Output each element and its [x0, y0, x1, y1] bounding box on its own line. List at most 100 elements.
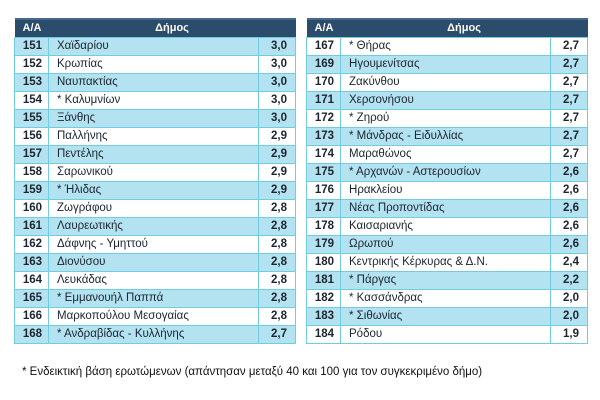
column-header-municipality: Δήμος: [48, 18, 296, 37]
row-number: 178: [306, 216, 342, 236]
row-number: 181: [306, 270, 342, 290]
score-value: 2,9: [257, 162, 297, 182]
row-number: 161: [14, 216, 49, 236]
column-header-aa: Α/Α: [14, 18, 49, 37]
score-value: 3,0: [257, 108, 297, 128]
score-value: 3,0: [257, 72, 297, 92]
table-row: 157 Πεντέλης 2,9: [14, 144, 297, 164]
table-row: 166 Μαρκοπούλου Μεσογαίας 2,8: [14, 306, 297, 326]
row-number: 162: [14, 234, 49, 254]
score-value: 2,8: [257, 270, 297, 290]
municipality-name: Σαρωνικού: [48, 162, 259, 182]
municipality-name: Νέας Προποντίδας: [340, 198, 552, 218]
row-number: 177: [306, 198, 342, 218]
row-number: 179: [306, 234, 342, 254]
table-row: 151 Χαϊδαρίου 3,0: [14, 36, 297, 56]
score-value: 2,6: [550, 198, 589, 218]
column-header-municipality: Δήμος: [340, 18, 588, 37]
score-value: 2,9: [257, 144, 297, 164]
table-row: 152 Κρωπίας 3,0: [14, 54, 297, 74]
table-row: 168 * Ανδραβίδας - Κυλλήνης 2,7: [14, 324, 297, 344]
table-row: 153 Ναυπακτίας 3,0: [14, 72, 297, 92]
row-number: 183: [306, 306, 342, 326]
score-value: 2,7: [550, 90, 589, 110]
municipality-name: Καισαριανής: [340, 216, 552, 236]
score-value: 1,9: [550, 324, 589, 344]
table-row: 177 Νέας Προποντίδας 2,6: [306, 198, 589, 218]
score-value: 3,0: [257, 90, 297, 110]
municipality-name: Ξάνθης: [48, 108, 259, 128]
municipality-name: * Μάνδρας - Ειδυλλίας: [340, 126, 552, 146]
score-value: 2,6: [550, 234, 589, 254]
municipality-name: Χαϊδαρίου: [48, 36, 259, 56]
table-row: 182 * Κασσάνδρας 2,0: [306, 288, 589, 308]
score-value: 2,7: [550, 108, 589, 128]
municipality-name: Κρωπίας: [48, 54, 259, 74]
municipality-table-left: Α/Α Δήμος 151 Χαϊδαρίου 3,0 152 Κρωπίας 3,0 15…: [14, 18, 297, 344]
municipality-name: Ηγουμενίτσας: [340, 54, 552, 74]
municipality-name: Δάφνης - Υμηττού: [48, 234, 259, 254]
municipality-name: Παλλήνης: [48, 126, 259, 146]
municipality-name: Κεντρικής Κέρκυρας & Δ.Ν.: [340, 252, 552, 272]
municipality-table-right: Α/Α Δήμος 167 * Θήρας 2,7 169 Ηγουμενίτσας 2,…: [306, 18, 589, 344]
table-row: 173 * Μάνδρας - Ειδυλλίας 2,7: [306, 126, 589, 146]
row-number: 160: [14, 198, 49, 218]
table-row: 159 * Ήλιδας 2,9: [14, 180, 297, 200]
table-row: 164 Λευκάδας 2,8: [14, 270, 297, 290]
table-row: 179 Ωρωπού 2,6: [306, 234, 589, 254]
score-value: 2,8: [257, 198, 297, 218]
table-row: 156 Παλλήνης 2,9: [14, 126, 297, 146]
score-value: 2,7: [550, 72, 589, 92]
municipality-name: Ηρακλείου: [340, 180, 552, 200]
score-value: 2,0: [550, 306, 589, 326]
score-value: 2,6: [550, 162, 589, 182]
row-number: 153: [14, 72, 49, 92]
row-number: 166: [14, 306, 49, 326]
table-row: 176 Ηρακλείου 2,6: [306, 180, 589, 200]
row-number: 159: [14, 180, 49, 200]
table-row: 183 * Σιθωνίας 2,0: [306, 306, 589, 326]
table-row: 184 Ρόδου 1,9: [306, 324, 589, 344]
table-row: 158 Σαρωνικού 2,9: [14, 162, 297, 182]
score-value: 2,7: [550, 126, 589, 146]
table-header-row: Α/Α Δήμος: [306, 18, 588, 37]
municipality-name: Πεντέλης: [48, 144, 259, 164]
municipality-name: * Καλυμνίων: [48, 90, 259, 110]
score-value: 2,2: [550, 270, 589, 290]
municipality-name: Ζακύνθου: [340, 72, 552, 92]
municipality-name: Χερσονήσου: [340, 90, 552, 110]
score-value: 2,7: [257, 324, 297, 344]
score-value: 2,8: [257, 306, 297, 326]
table-header-row: Α/Α Δήμος: [14, 18, 296, 37]
row-number: 157: [14, 144, 49, 164]
municipality-name: * Σιθωνίας: [340, 306, 552, 326]
row-number: 171: [306, 90, 342, 110]
score-value: 2,9: [257, 126, 297, 146]
row-number: 151: [14, 36, 49, 56]
municipality-name: * Ανδραβίδας - Κυλλήνης: [48, 324, 259, 344]
score-value: 2,8: [257, 288, 297, 308]
row-number: 172: [306, 108, 342, 128]
municipality-name: * Εμμανουήλ Παππά: [48, 288, 259, 308]
score-value: 2,7: [550, 54, 589, 74]
table-row: 163 Διονύσου 2,8: [14, 252, 297, 272]
municipality-name: * Κασσάνδρας: [340, 288, 552, 308]
municipality-name: Λαυρεωτικής: [48, 216, 259, 236]
score-value: 3,0: [257, 36, 297, 56]
table-row: 178 Καισαριανής 2,6: [306, 216, 589, 236]
municipality-name: * Ζηρού: [340, 108, 552, 128]
score-value: 2,8: [257, 252, 297, 272]
municipality-name: Ρόδου: [340, 324, 552, 344]
row-number: 152: [14, 54, 49, 74]
municipality-name: Ζωγράφου: [48, 198, 259, 218]
score-value: 2,4: [550, 252, 589, 272]
table-row: 154 * Καλυμνίων 3,0: [14, 90, 297, 110]
table-row: 167 * Θήρας 2,7: [306, 36, 589, 56]
footnote: * Ενδεικτική βάση ερωτώμενων (απάντησαν …: [22, 365, 483, 378]
table-row: 181 * Πάργας 2,2: [306, 270, 589, 290]
row-number: 184: [306, 324, 342, 344]
score-value: 2,9: [257, 180, 297, 200]
table-body-right: 167 * Θήρας 2,7 169 Ηγουμενίτσας 2,7 170 Ζακύνθ…: [306, 36, 589, 344]
table-row: 162 Δάφνης - Υμηττού 2,8: [14, 234, 297, 254]
municipality-name: Μαρκοπούλου Μεσογαίας: [48, 306, 259, 326]
